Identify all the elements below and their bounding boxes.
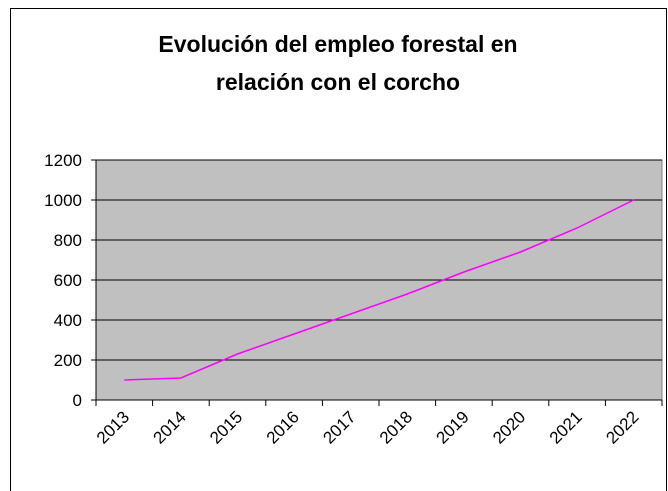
y-tick-label: 0 xyxy=(73,391,82,410)
y-tick-label: 200 xyxy=(54,351,82,370)
y-tick-label: 600 xyxy=(54,271,82,290)
chart-title-line: relación con el corcho xyxy=(216,69,460,95)
y-tick-label: 400 xyxy=(54,311,82,330)
line-series xyxy=(124,199,635,381)
y-tick-label: 1200 xyxy=(44,151,82,170)
chart-title-line: Evolución del empleo forestal en xyxy=(158,31,517,57)
y-tick-label: 1000 xyxy=(44,191,82,210)
y-tick-label: 800 xyxy=(54,231,82,250)
